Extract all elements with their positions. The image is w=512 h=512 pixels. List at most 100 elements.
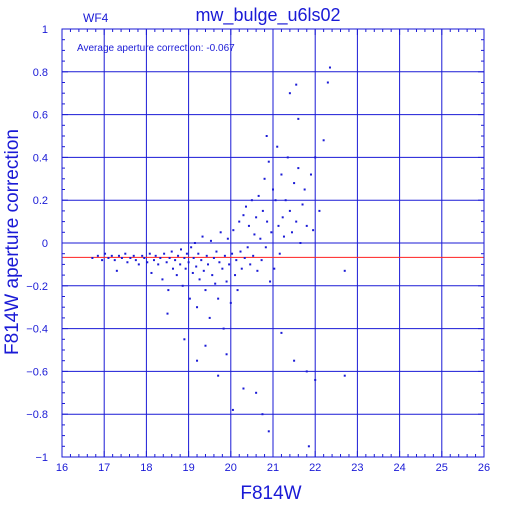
data-point bbox=[277, 224, 280, 227]
data-point bbox=[295, 220, 298, 223]
data-point bbox=[255, 216, 258, 219]
data-point bbox=[286, 156, 289, 159]
y-tick-label: −0.6 bbox=[26, 366, 48, 378]
data-point bbox=[148, 252, 151, 255]
data-point bbox=[117, 254, 120, 257]
data-point bbox=[200, 259, 203, 262]
data-point bbox=[238, 220, 241, 223]
data-point bbox=[252, 254, 255, 257]
data-point bbox=[214, 282, 217, 285]
data-point bbox=[191, 271, 194, 274]
data-point bbox=[137, 263, 140, 266]
data-point bbox=[322, 139, 325, 142]
data-point bbox=[290, 231, 293, 234]
y-tick-label: −1 bbox=[35, 452, 48, 464]
data-point bbox=[129, 256, 132, 259]
data-point bbox=[235, 259, 238, 262]
data-point bbox=[234, 274, 237, 277]
data-point bbox=[231, 408, 234, 411]
data-point bbox=[232, 229, 235, 232]
y-tick-label: −0.4 bbox=[26, 324, 48, 336]
data-point bbox=[228, 263, 231, 266]
y-axis-label: F814W aperture correction bbox=[2, 129, 23, 355]
data-point bbox=[204, 344, 207, 347]
data-point bbox=[274, 199, 277, 202]
data-point bbox=[126, 261, 129, 264]
data-point bbox=[309, 173, 312, 176]
average-correction-annotation: Average aperture correction: -0.067 bbox=[77, 43, 235, 54]
x-tick-label: 22 bbox=[309, 462, 321, 474]
data-point bbox=[225, 353, 228, 356]
data-point bbox=[280, 331, 283, 334]
x-tick-label: 21 bbox=[267, 462, 279, 474]
data-point bbox=[343, 374, 346, 377]
data-point bbox=[307, 445, 310, 448]
data-point bbox=[281, 216, 284, 219]
data-point bbox=[168, 256, 171, 259]
data-point bbox=[190, 246, 193, 249]
y-tick-label: 0.2 bbox=[33, 195, 48, 207]
y-tick-label: −0.2 bbox=[26, 281, 48, 293]
data-point bbox=[288, 92, 291, 95]
data-point bbox=[170, 250, 173, 253]
data-point bbox=[150, 271, 153, 274]
data-point bbox=[152, 259, 155, 262]
data-point bbox=[259, 237, 262, 240]
data-point bbox=[225, 280, 228, 283]
data-point bbox=[242, 387, 245, 390]
data-point bbox=[280, 173, 283, 176]
data-point bbox=[229, 301, 232, 304]
y-tick-label: 0.6 bbox=[33, 110, 48, 122]
data-point bbox=[303, 188, 306, 191]
data-point bbox=[272, 188, 274, 191]
data-point bbox=[196, 306, 199, 309]
data-point bbox=[295, 83, 298, 86]
data-point bbox=[163, 252, 166, 255]
data-point bbox=[96, 254, 99, 257]
data-point bbox=[115, 269, 118, 272]
data-point bbox=[257, 194, 260, 197]
data-point bbox=[219, 231, 222, 234]
data-point bbox=[187, 261, 190, 264]
data-point bbox=[124, 252, 127, 255]
data-point bbox=[293, 359, 296, 362]
data-point bbox=[134, 259, 137, 262]
data-point bbox=[247, 224, 250, 227]
x-axis-label: F814W bbox=[240, 483, 301, 504]
grid-lines bbox=[61, 28, 485, 458]
data-point bbox=[192, 256, 195, 259]
data-point bbox=[222, 327, 225, 330]
data-point bbox=[197, 252, 200, 255]
data-point bbox=[260, 259, 263, 262]
data-point bbox=[261, 209, 264, 212]
data-point bbox=[167, 289, 170, 292]
data-point bbox=[159, 256, 162, 259]
data-point bbox=[267, 160, 270, 163]
data-points bbox=[91, 66, 346, 448]
data-point bbox=[183, 256, 186, 259]
data-point bbox=[104, 252, 107, 255]
data-point bbox=[250, 199, 253, 202]
data-point bbox=[297, 117, 300, 120]
data-point bbox=[212, 256, 215, 259]
data-point bbox=[343, 269, 346, 272]
data-point bbox=[193, 242, 196, 244]
x-tick-label: 23 bbox=[351, 462, 363, 474]
data-point bbox=[201, 235, 204, 238]
data-point bbox=[278, 252, 281, 255]
data-point bbox=[132, 254, 135, 257]
y-tick-label: 1 bbox=[42, 24, 48, 36]
data-point bbox=[249, 263, 252, 266]
data-point bbox=[146, 261, 149, 264]
data-point bbox=[205, 254, 208, 257]
data-point bbox=[223, 254, 226, 257]
y-tick-label: 0.4 bbox=[33, 152, 48, 164]
data-point bbox=[91, 256, 94, 259]
data-point bbox=[195, 265, 198, 268]
data-point bbox=[240, 267, 243, 270]
data-point bbox=[299, 242, 302, 244]
data-point bbox=[288, 209, 291, 212]
data-point bbox=[226, 237, 229, 240]
data-point bbox=[198, 278, 201, 281]
data-point bbox=[269, 280, 272, 283]
